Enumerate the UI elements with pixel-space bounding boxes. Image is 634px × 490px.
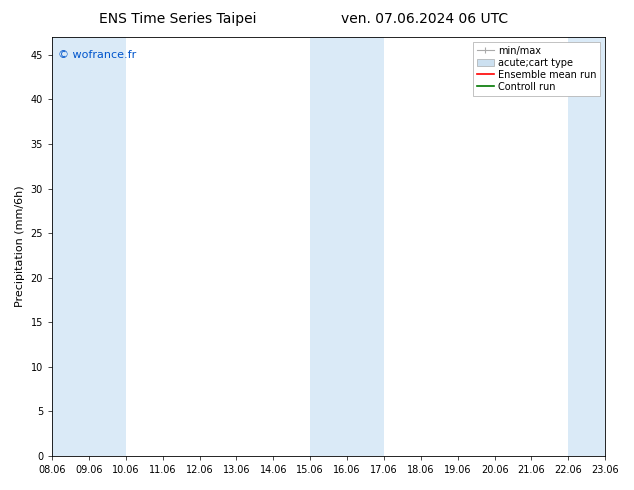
Bar <box>310 37 384 456</box>
Bar <box>52 37 126 456</box>
Text: ven. 07.06.2024 06 UTC: ven. 07.06.2024 06 UTC <box>341 12 508 26</box>
Text: ENS Time Series Taipei: ENS Time Series Taipei <box>99 12 256 26</box>
Bar <box>568 37 605 456</box>
Y-axis label: Precipitation (mm/6h): Precipitation (mm/6h) <box>15 186 25 307</box>
Text: © wofrance.fr: © wofrance.fr <box>58 49 136 60</box>
Legend: min/max, acute;cart type, Ensemble mean run, Controll run: min/max, acute;cart type, Ensemble mean … <box>473 42 600 96</box>
